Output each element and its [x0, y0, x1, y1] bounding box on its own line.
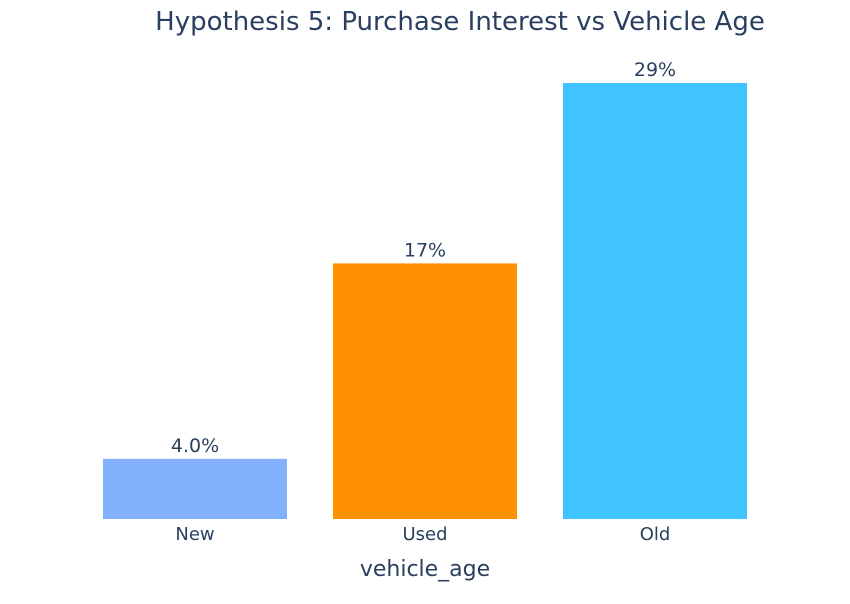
- value-labels-layer: 4.0% 17% 29%: [171, 59, 676, 457]
- chart-title: Hypothesis 5: Purchase Interest vs Vehic…: [155, 7, 765, 37]
- bar-used: [333, 263, 517, 519]
- x-tick-labels-layer: New Used Old: [175, 524, 670, 545]
- x-tick-label-used: Used: [402, 524, 447, 545]
- bar-new: [103, 458, 287, 519]
- value-label-old: 29%: [634, 59, 676, 81]
- value-label-new: 4.0%: [171, 435, 219, 457]
- x-tick-label-new: New: [175, 524, 214, 545]
- bars-layer: [103, 83, 747, 519]
- x-axis-title: vehicle_age: [360, 557, 490, 582]
- x-tick-label-old: Old: [640, 524, 671, 545]
- value-label-used: 17%: [404, 239, 446, 261]
- bar-old: [563, 83, 747, 519]
